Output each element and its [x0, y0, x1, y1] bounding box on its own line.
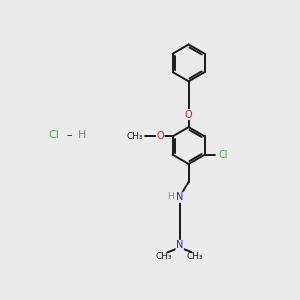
Text: H: H: [77, 130, 86, 140]
Text: Cl: Cl: [48, 130, 59, 140]
Text: CH₃: CH₃: [156, 252, 172, 261]
Text: H: H: [167, 192, 174, 201]
Text: –: –: [66, 130, 72, 140]
Text: N: N: [176, 192, 183, 202]
Text: O: O: [185, 110, 193, 120]
Text: O: O: [156, 131, 164, 141]
Text: CH₃: CH₃: [187, 252, 203, 261]
Text: Cl: Cl: [219, 150, 228, 160]
Text: N: N: [176, 240, 183, 250]
Text: CH₃: CH₃: [127, 132, 143, 141]
